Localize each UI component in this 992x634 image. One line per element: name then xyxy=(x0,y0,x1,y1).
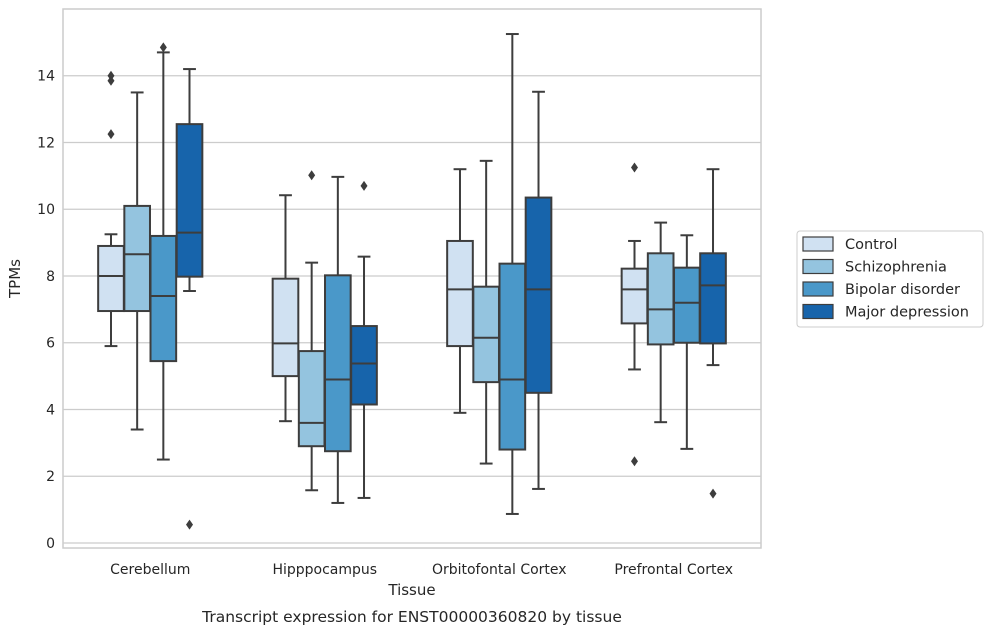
outlier-point xyxy=(107,70,115,81)
box-schizophrenia-3 xyxy=(646,221,675,424)
box-body xyxy=(472,285,500,384)
box-body xyxy=(673,266,701,344)
box-schizophrenia-1 xyxy=(297,170,326,492)
y-tick-label: 2 xyxy=(46,469,55,485)
x-tick-label: Prefrontal Cortex xyxy=(614,562,733,578)
box-major-depression-2 xyxy=(524,90,553,490)
box-control-2 xyxy=(446,168,474,414)
box-body xyxy=(324,274,352,453)
x-axis-label: Tissue xyxy=(387,581,435,599)
y-axis-ticks: 0 2 4 6 8 10 12 14 xyxy=(37,69,55,552)
legend-entry: Bipolar disorder xyxy=(845,282,960,298)
outlier-point xyxy=(630,456,638,467)
x-tick-label: Cerebellum xyxy=(110,562,190,578)
box-body xyxy=(123,204,151,313)
outlier-point xyxy=(107,75,115,86)
box-control-0 xyxy=(97,70,125,348)
box-body xyxy=(699,252,727,345)
box-body xyxy=(498,262,527,451)
outlier-point xyxy=(630,162,638,173)
y-tick-label: 4 xyxy=(46,402,55,418)
x-tick-label: Hipppocampus xyxy=(272,562,377,578)
y-tick-label: 8 xyxy=(46,269,55,285)
box-control-3 xyxy=(620,162,649,467)
plot-frame xyxy=(62,8,762,549)
box-plots xyxy=(97,33,727,530)
box-major-depression-0 xyxy=(175,68,204,530)
legend-swatch xyxy=(802,303,834,320)
outlier-point xyxy=(186,519,194,530)
outlier-point xyxy=(308,170,316,181)
legend-entry: Control xyxy=(845,237,897,253)
box-body xyxy=(149,234,178,363)
box-body xyxy=(446,239,474,348)
y-tick-label: 6 xyxy=(46,336,55,352)
outlier-point xyxy=(107,129,115,140)
box-body xyxy=(524,196,553,394)
box-body xyxy=(297,350,326,448)
box-body xyxy=(620,267,649,325)
legend-swatch xyxy=(802,236,834,252)
x-axis-ticks: Cerebellum Hipppocampus Orbitofontal Corte… xyxy=(110,562,733,578)
y-tick-label: 14 xyxy=(37,69,55,85)
box-body xyxy=(350,325,378,406)
legend-swatch xyxy=(802,258,834,275)
box-major-depression-3 xyxy=(699,168,727,499)
box-bipolar-disorder-0 xyxy=(149,42,178,461)
y-tick-label: 0 xyxy=(46,536,55,552)
box-control-1 xyxy=(271,194,300,423)
y-axis-label: TPMs xyxy=(6,259,24,299)
outlier-point xyxy=(360,180,368,191)
box-bipolar-disorder-1 xyxy=(324,175,352,504)
box-major-depression-1 xyxy=(350,180,378,499)
box-bipolar-disorder-2 xyxy=(498,33,527,515)
box-body xyxy=(97,244,125,313)
y-tick-label: 10 xyxy=(37,202,55,218)
y-tick-label: 12 xyxy=(37,135,55,151)
box-body xyxy=(646,252,675,346)
box-body xyxy=(271,277,300,378)
outlier-point xyxy=(159,42,167,53)
box-body xyxy=(175,123,204,278)
outlier-point xyxy=(709,488,717,499)
box-schizophrenia-2 xyxy=(472,159,500,465)
legend-swatch xyxy=(802,281,834,297)
chart-caption: Transcript expression for ENST0000036082… xyxy=(201,608,622,626)
box-bipolar-disorder-3 xyxy=(673,234,701,450)
legend: Control Schizophrenia Bipolar disorder Majo… xyxy=(796,230,984,328)
legend-entry: Major depression xyxy=(845,305,969,321)
box-schizophrenia-0 xyxy=(123,91,151,431)
x-tick-label: Orbitofontal Cortex xyxy=(432,562,567,578)
legend-frame xyxy=(796,230,984,328)
legend-entry: Schizophrenia xyxy=(845,260,947,276)
